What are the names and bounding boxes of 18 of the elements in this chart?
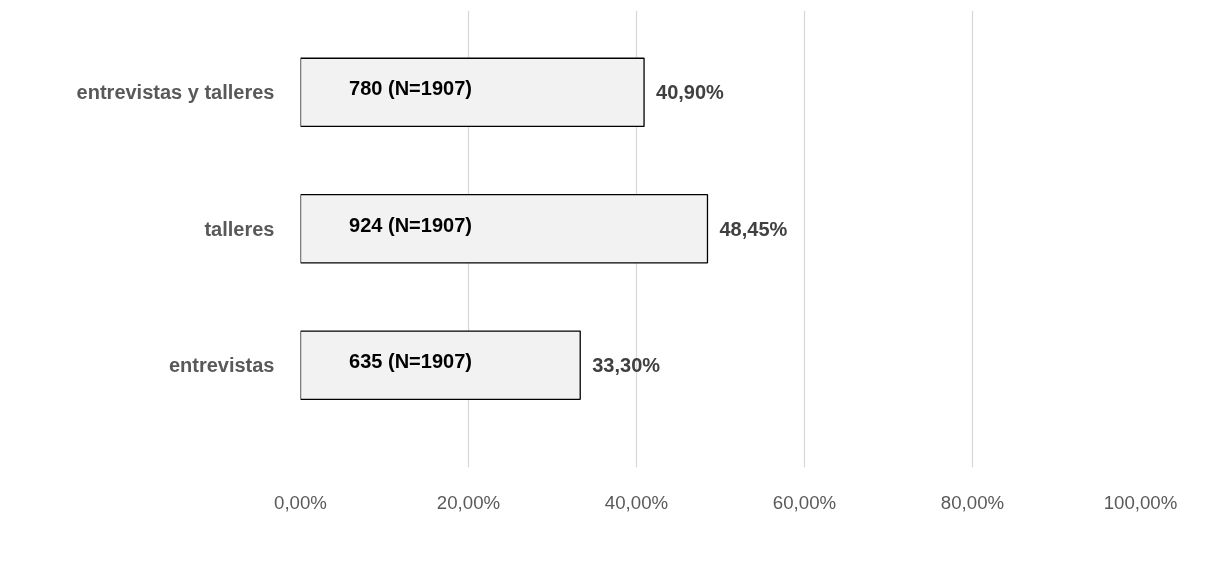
x-tick-label: 100,00% (1103, 491, 1178, 513)
y-tick-label: talleres (204, 217, 275, 240)
annotation: 635 (N=1907) (349, 350, 472, 373)
x-tick-label: 20,00% (436, 491, 501, 513)
x-tick-label: 40,00% (604, 491, 669, 513)
x-tick-label: 80,00% (940, 491, 1005, 513)
data-label: 40,90% (656, 81, 725, 104)
annotation: 780 (N=1907) (349, 77, 472, 100)
annotation: 924 (N=1907) (349, 213, 472, 236)
data-label: 48,45% (719, 217, 788, 240)
bar (300, 330, 581, 400)
bar (300, 194, 709, 264)
y-tick-label: entrevistas y talleres (76, 81, 275, 104)
y-tick-label: entrevistas (168, 354, 275, 377)
x-tick-label: 0,00% (274, 491, 327, 513)
data-label: 33,30% (592, 354, 661, 377)
bar (300, 57, 645, 128)
x-tick-label: 60,00% (772, 491, 837, 513)
